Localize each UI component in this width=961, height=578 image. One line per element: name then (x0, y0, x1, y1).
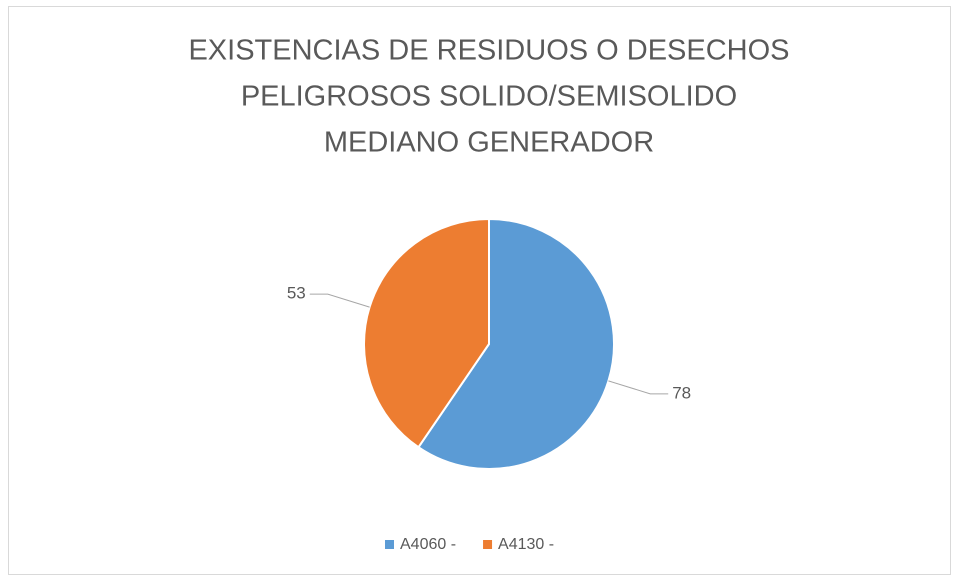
leader-line (608, 380, 669, 395)
legend-swatch (483, 540, 493, 549)
data-label: 78 (672, 383, 691, 402)
chart-title: PELIGROSOS SOLIDO/SEMISOLIDO (241, 81, 737, 113)
leader-line (309, 293, 370, 308)
chart-title: EXISTENCIAS DE RESIDUOS O DESECHOS (188, 35, 789, 67)
pie-slice (363, 217, 490, 449)
legend-swatch (385, 540, 394, 549)
legend-label: A4060 - (400, 536, 456, 553)
chart-title: MEDIANO GENERADOR (324, 127, 654, 159)
data-label: 53 (287, 284, 306, 303)
legend-label: A4130 - (498, 536, 554, 553)
pie-slice (417, 217, 615, 470)
